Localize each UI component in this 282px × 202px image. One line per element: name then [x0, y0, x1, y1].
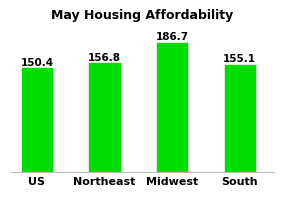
Text: 155.1: 155.1	[223, 54, 256, 64]
Title: May Housing Affordability: May Housing Affordability	[51, 9, 233, 22]
Text: 186.7: 186.7	[156, 32, 189, 42]
Bar	[224, 65, 255, 172]
Bar	[22, 68, 52, 172]
Bar	[157, 44, 187, 172]
Bar	[89, 64, 120, 172]
Text: 150.4: 150.4	[20, 57, 54, 67]
Text: 156.8: 156.8	[88, 53, 121, 63]
